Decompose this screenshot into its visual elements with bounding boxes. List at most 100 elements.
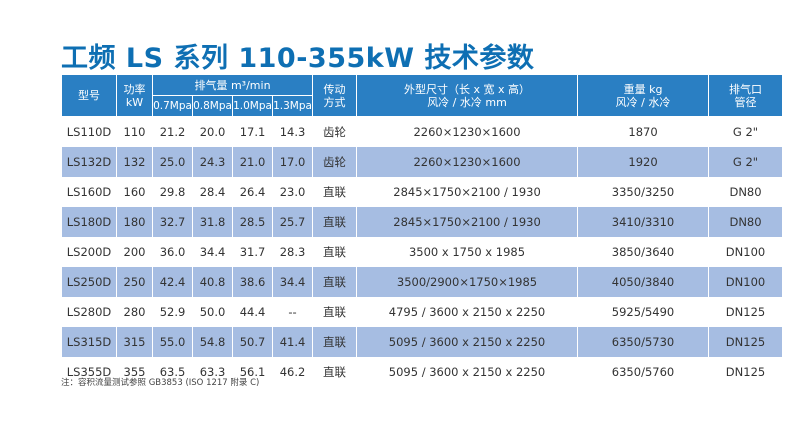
cell-drive: 直联 bbox=[312, 207, 358, 237]
cell-dims: 2845×1750×2100 / 1930 bbox=[356, 207, 579, 237]
table-row: LS200D 200 36.0 34.4 31.7 28.3 直联 3500 x 1750 x… bbox=[61, 237, 784, 267]
header-weight-line2: 风冷 / 水冷 bbox=[615, 95, 671, 109]
cell-dims: 5095 / 3600 x 2150 x 2250 bbox=[356, 357, 579, 387]
cell-p08: 54.8 bbox=[192, 327, 233, 357]
table-row: LS280D 280 52.9 50.0 44.4 -- 直联 4795 / 3600 x 2… bbox=[61, 297, 784, 327]
cell-dims: 2260×1230×1600 bbox=[356, 147, 579, 177]
cell-model: LS180D bbox=[61, 207, 117, 237]
cell-drive: 直联 bbox=[312, 237, 358, 267]
cell-p10: 31.7 bbox=[232, 237, 273, 267]
cell-p08: 28.4 bbox=[192, 177, 233, 207]
cell-dims: 2260×1230×1600 bbox=[356, 116, 579, 147]
cell-outlet: DN80 bbox=[708, 207, 784, 237]
cell-p07: 52.9 bbox=[152, 297, 193, 327]
cell-p08: 34.4 bbox=[192, 237, 233, 267]
cell-power: 280 bbox=[116, 297, 153, 327]
spec-table-body: LS110D 110 21.2 20.0 17.1 14.3 齿轮 2260×1230×160… bbox=[61, 116, 784, 387]
cell-outlet: DN125 bbox=[708, 297, 784, 327]
cell-outlet: G 2" bbox=[708, 116, 784, 147]
cell-p10: 28.5 bbox=[232, 207, 273, 237]
cell-dims: 5095 / 3600 x 2150 x 2250 bbox=[356, 327, 579, 357]
table-row: LS180D 180 32.7 31.8 28.5 25.7 直联 2845×1750×210… bbox=[61, 207, 784, 237]
cell-weight: 1870 bbox=[577, 116, 710, 147]
header-pressure-07: 0.7Mpa bbox=[152, 95, 193, 117]
cell-p13: 17.0 bbox=[271, 147, 314, 177]
header-displacement: 排气量 m³/min bbox=[151, 74, 314, 96]
cell-p07: 21.2 bbox=[152, 116, 193, 147]
cell-p07: 55.0 bbox=[152, 327, 193, 357]
cell-p08: 50.0 bbox=[192, 297, 233, 327]
cell-p13: 34.4 bbox=[271, 267, 314, 297]
cell-power: 180 bbox=[116, 207, 153, 237]
cell-p13: 25.7 bbox=[271, 207, 314, 237]
spec-table: 型号 功率 kW 排气量 m³/min 传动 方式 外型尺寸（长 x 宽 x 高… bbox=[61, 74, 784, 387]
cell-p08: 40.8 bbox=[192, 267, 233, 297]
cell-drive: 直联 bbox=[312, 357, 358, 387]
cell-model: LS200D bbox=[61, 237, 117, 267]
header-outlet-line1: 排气口 bbox=[729, 82, 763, 96]
cell-p10: 26.4 bbox=[232, 177, 273, 207]
cell-outlet: DN125 bbox=[708, 357, 784, 387]
cell-p08: 31.8 bbox=[192, 207, 233, 237]
cell-outlet: G 2" bbox=[708, 147, 784, 177]
cell-outlet: DN80 bbox=[708, 177, 784, 207]
cell-p10: 38.6 bbox=[232, 267, 273, 297]
cell-dims: 4795 / 3600 x 2150 x 2250 bbox=[356, 297, 579, 327]
cell-p10: 21.0 bbox=[232, 147, 273, 177]
header-power-line1: 功率 bbox=[123, 82, 146, 96]
cell-p13: 28.3 bbox=[271, 237, 314, 267]
cell-dims: 2845×1750×2100 / 1930 bbox=[356, 177, 579, 207]
header-drive-line2: 方式 bbox=[323, 95, 346, 109]
cell-p08: 63.3 bbox=[192, 357, 233, 387]
cell-p10: 56.1 bbox=[232, 357, 273, 387]
cell-p13: 23.0 bbox=[271, 177, 314, 207]
cell-drive: 直联 bbox=[312, 177, 358, 207]
table-row: LS250D 250 42.4 40.8 38.6 34.4 直联 3500/2900×175… bbox=[61, 267, 784, 297]
cell-power: 355 bbox=[116, 357, 153, 387]
header-weight: 重量 kg 风冷 / 水冷 bbox=[577, 74, 710, 117]
table-row: LS110D 110 21.2 20.0 17.1 14.3 齿轮 2260×1230×160… bbox=[61, 116, 784, 147]
cell-p08: 20.0 bbox=[192, 116, 233, 147]
cell-weight: 1920 bbox=[577, 147, 710, 177]
header-power-line2: kW bbox=[125, 95, 144, 109]
cell-drive: 直联 bbox=[312, 327, 358, 357]
cell-drive: 齿轮 bbox=[312, 147, 358, 177]
header-model: 型号 bbox=[61, 74, 117, 117]
page-title: 工频 LS 系列 110-355kW 技术参数 bbox=[61, 43, 535, 74]
table-row: LS355D 355 63.5 63.3 56.1 46.2 直联 5095 / 3600 x… bbox=[61, 357, 784, 387]
cell-power: 200 bbox=[116, 237, 153, 267]
header-pressure-13: 1.3Mpa bbox=[271, 95, 314, 117]
header-pressure-10: 1.0Mpa bbox=[232, 95, 273, 117]
cell-weight: 3350/3250 bbox=[577, 177, 710, 207]
cell-outlet: DN125 bbox=[708, 327, 784, 357]
header-pressure-08: 0.8Mpa bbox=[192, 95, 233, 117]
cell-drive: 齿轮 bbox=[312, 116, 358, 147]
cell-outlet: DN100 bbox=[708, 267, 784, 297]
cell-p07: 29.8 bbox=[152, 177, 193, 207]
table-row: LS132D 132 25.0 24.3 21.0 17.0 齿轮 2260×1230×160… bbox=[61, 147, 784, 177]
header-drive: 传动 方式 bbox=[312, 74, 358, 117]
cell-drive: 直联 bbox=[312, 267, 358, 297]
cell-p13: 41.4 bbox=[271, 327, 314, 357]
cell-p07: 63.5 bbox=[152, 357, 193, 387]
cell-model: LS250D bbox=[61, 267, 117, 297]
cell-p07: 36.0 bbox=[152, 237, 193, 267]
table-row: LS160D 160 29.8 28.4 26.4 23.0 直联 2845×1750×210… bbox=[61, 177, 784, 207]
table-row: LS315D 315 55.0 54.8 50.7 41.4 直联 5095 / 3600 x… bbox=[61, 327, 784, 357]
cell-p08: 24.3 bbox=[192, 147, 233, 177]
cell-dims: 3500/2900×1750×1985 bbox=[356, 267, 579, 297]
cell-power: 110 bbox=[116, 116, 153, 147]
header-power: 功率 kW bbox=[116, 74, 153, 117]
header-weight-line1: 重量 kg bbox=[623, 82, 663, 96]
cell-weight: 4050/3840 bbox=[577, 267, 710, 297]
header-dimensions-line2: 风冷 / 水冷 mm bbox=[427, 95, 507, 109]
cell-power: 160 bbox=[116, 177, 153, 207]
cell-dims: 3500 x 1750 x 1985 bbox=[356, 237, 579, 267]
cell-model: LS355D bbox=[61, 357, 117, 387]
cell-p10: 44.4 bbox=[232, 297, 273, 327]
cell-model: LS160D bbox=[61, 177, 117, 207]
cell-model: LS315D bbox=[61, 327, 117, 357]
cell-model: LS132D bbox=[61, 147, 117, 177]
header-drive-line1: 传动 bbox=[323, 82, 346, 96]
cell-p10: 17.1 bbox=[232, 116, 273, 147]
